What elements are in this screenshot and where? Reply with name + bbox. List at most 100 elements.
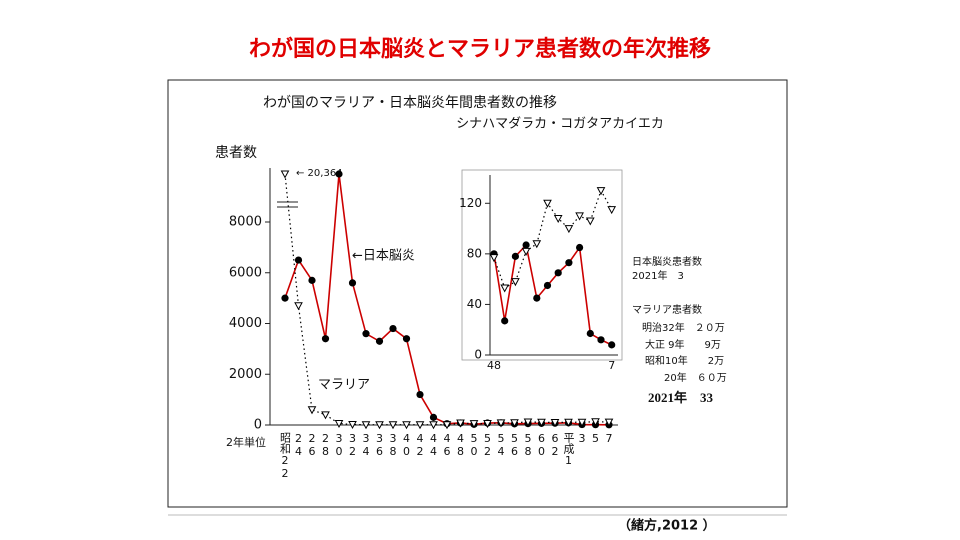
x-tick-label: 38 — [387, 432, 400, 458]
point — [553, 214, 563, 224]
x-tick-label: 7 — [603, 432, 616, 445]
side-note: 20年 ６０万 — [664, 371, 727, 384]
point — [576, 243, 584, 252]
point — [361, 421, 371, 430]
x-tick-label: 42 — [414, 432, 427, 458]
x-tick-label: 5 — [589, 432, 602, 445]
x-tick-label: 52 — [481, 432, 494, 458]
point — [607, 206, 617, 215]
x-tick-label: 40 — [400, 432, 413, 458]
point — [348, 420, 357, 430]
x-tick-label: 44 — [427, 432, 440, 458]
source: （緒方,2012 ） — [618, 518, 716, 534]
point — [281, 294, 289, 302]
point — [597, 336, 605, 344]
y-axis-label: 患者数 — [215, 145, 257, 161]
point — [577, 418, 587, 427]
slide-title: わが国の日本脳炎とマラリア患者数の年次推移 — [249, 36, 711, 62]
point — [483, 420, 492, 429]
y-tick-label: 4000 — [229, 316, 262, 331]
side-note: 2021年 3 — [632, 269, 684, 282]
y-tick-label: 40 — [467, 297, 482, 311]
point — [501, 317, 509, 325]
point — [586, 329, 594, 338]
x-tick-label: 54 — [495, 432, 508, 458]
point — [321, 411, 330, 420]
side-note: 2021年 33 — [648, 390, 714, 405]
point — [575, 212, 584, 221]
series-line — [493, 189, 613, 289]
point — [489, 254, 499, 263]
point — [608, 341, 616, 349]
point — [375, 337, 384, 345]
point — [334, 419, 344, 429]
x-tick-label: 昭和22 — [279, 432, 292, 480]
y-tick-label: 80 — [467, 246, 482, 260]
x-tick-label: 62 — [549, 432, 562, 458]
point — [429, 421, 438, 430]
point — [307, 406, 317, 415]
x-tick-label: 50 — [468, 432, 481, 458]
x-tick-label: 3 — [576, 432, 589, 445]
point — [335, 170, 343, 178]
x-tick-label: 48 — [487, 359, 501, 372]
x-tick-label: 48 — [454, 432, 467, 458]
point — [442, 421, 452, 430]
point — [532, 240, 542, 249]
point — [308, 276, 316, 284]
point — [415, 421, 425, 430]
chart-subtitle: シナハマダラカ・コガタアカイエカ — [456, 117, 664, 132]
point — [429, 413, 438, 421]
side-note: 昭和10年 2万 — [645, 354, 724, 367]
series-line — [493, 243, 613, 346]
point — [564, 418, 573, 427]
point — [510, 419, 519, 428]
point — [294, 256, 303, 264]
chart-title: わが国のマラリア・日本脳炎年間患者数の推移 — [263, 95, 557, 111]
x-tick-label: 36 — [373, 432, 386, 458]
point — [280, 170, 290, 179]
side-note: 明治32年 ２０万 — [642, 321, 725, 334]
annotation: ←日本脳炎 — [352, 249, 415, 264]
x-tick-label: 平成1 — [562, 432, 575, 467]
y-tick-label: 6000 — [229, 265, 262, 280]
x-axis-label: 2年単位 — [226, 435, 266, 449]
point — [348, 279, 357, 287]
x-tick-label: 46 — [441, 432, 454, 458]
inset-frame — [461, 169, 623, 361]
x-tick-label: 30 — [333, 432, 346, 458]
point — [564, 225, 574, 234]
side-note: 大正 9年 9万 — [645, 338, 721, 351]
x-tick-label: 60 — [535, 432, 548, 458]
y-tick-label: 2000 — [229, 367, 262, 382]
x-tick-label: 26 — [306, 432, 319, 458]
point — [456, 419, 465, 428]
annotation: マラリア — [318, 378, 370, 393]
point — [543, 199, 552, 208]
annotation: ← 20,364 — [296, 168, 343, 179]
side-note: 日本脳炎患者数 — [632, 255, 702, 268]
y-tick-label: 120 — [459, 196, 482, 210]
point — [533, 294, 541, 302]
x-tick-label: 56 — [508, 432, 521, 458]
point — [388, 421, 398, 430]
point — [565, 259, 573, 267]
point — [294, 302, 303, 311]
point — [469, 420, 479, 429]
point — [389, 324, 397, 333]
point — [596, 187, 606, 196]
point — [416, 390, 424, 399]
point — [375, 421, 384, 430]
point — [604, 418, 614, 427]
y-tick-label: 8000 — [229, 215, 262, 230]
point — [402, 335, 411, 343]
point — [500, 284, 510, 293]
point — [523, 418, 533, 427]
point — [511, 278, 520, 287]
y-tick-label: 0 — [254, 418, 262, 433]
x-tick-label: 28 — [319, 432, 332, 458]
point — [522, 241, 530, 249]
point — [362, 330, 370, 338]
point — [402, 421, 411, 430]
